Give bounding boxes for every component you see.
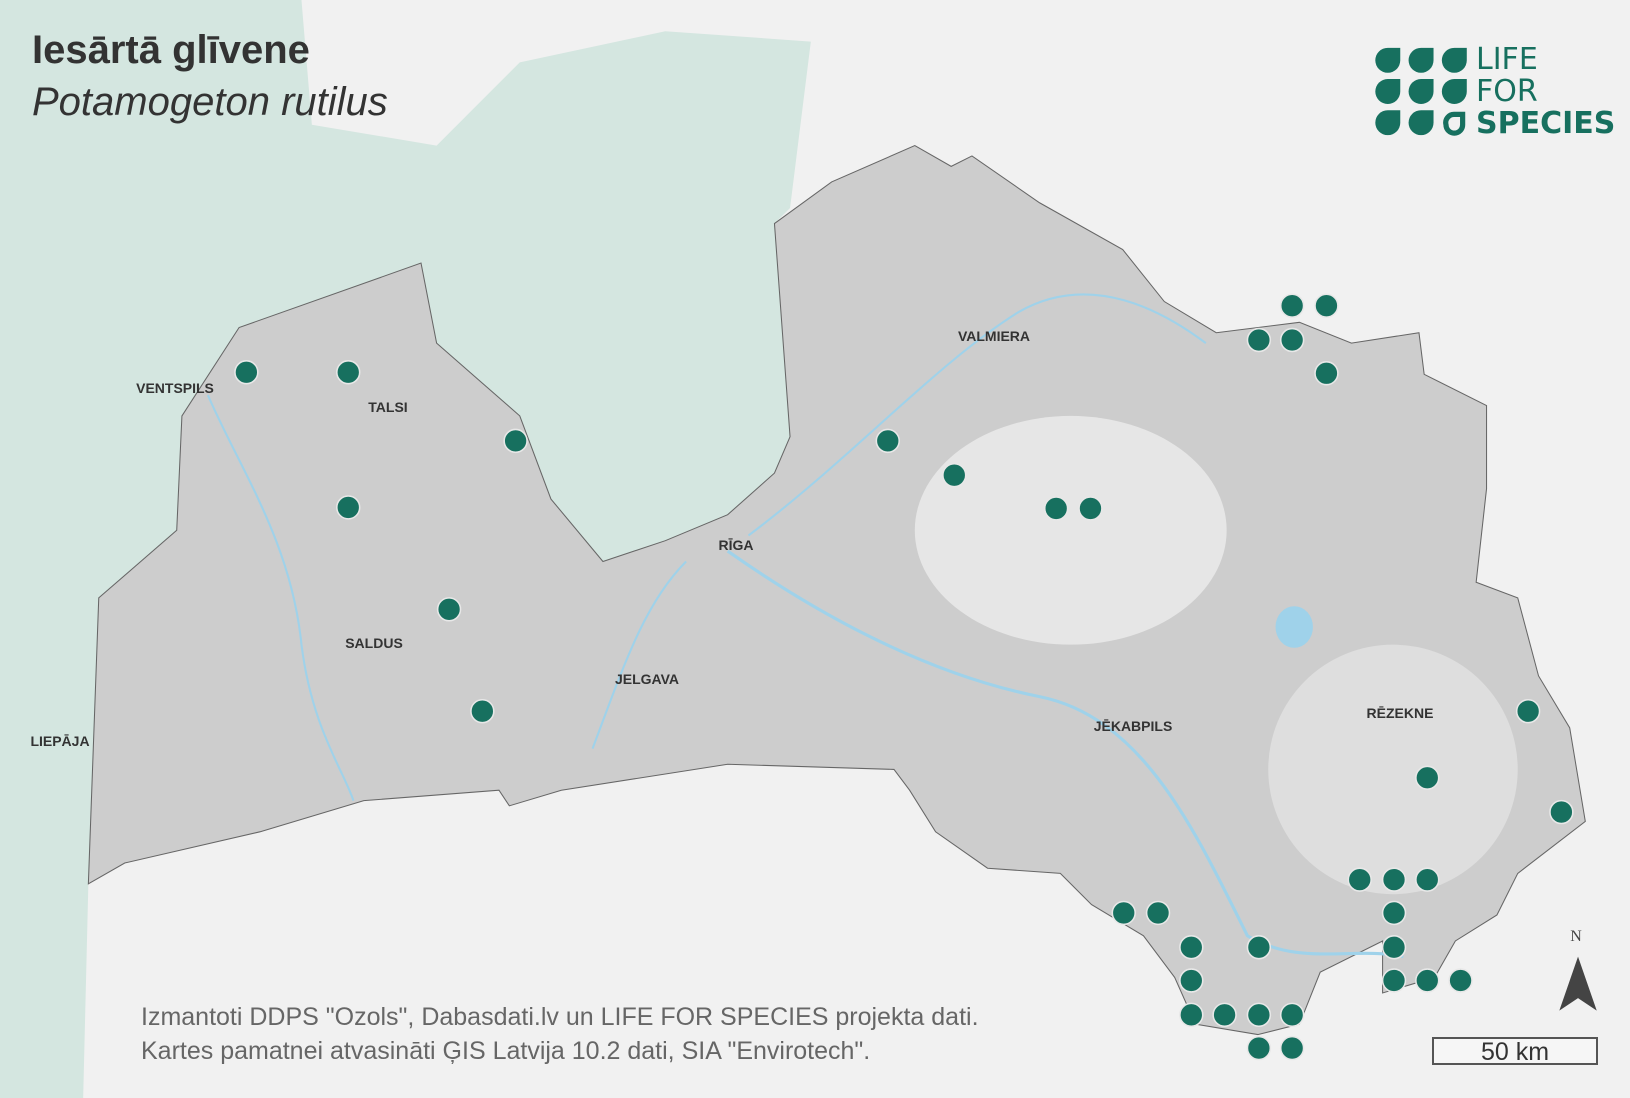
city-label-jekabpils: JĒKABPILS [1093,718,1173,734]
logo-drop-icon [1375,79,1401,104]
occurrence-point [336,495,361,520]
logo-drop-icon [1408,110,1434,136]
occurrence-point [1381,935,1407,960]
occurrence-point [1043,496,1069,521]
occurrence-point [1381,968,1407,993]
city-label-ventspils: VENTSPILS [136,380,214,396]
logo-line: LIFE [1476,42,1538,77]
river-lielupe [591,560,687,750]
occurrence-point [1145,900,1171,926]
map-title: Iesārtā glīvene [32,28,310,72]
occurrence-point [1212,1002,1237,1028]
city-label-talsi: TALSI [368,399,408,415]
credits-line: Kartes pamatnei atvasināti ĢIS Latvija 1… [141,1037,871,1065]
occurrence-point [1415,968,1440,993]
north-arrow-icon [1559,956,1597,1011]
occurrence-point [1549,799,1574,825]
occurrence-point [1279,1035,1305,1061]
scale-bar: 50 km [1432,1037,1598,1065]
occurrence-point [1448,968,1473,993]
occurrence-point [875,428,900,454]
occurrence-point [1246,1002,1272,1028]
logo-text: LIFE FOR SPECIES [1476,44,1615,140]
occurrence-point [436,597,462,622]
logo-drops [1375,47,1467,136]
occurrence-point [1279,293,1305,318]
occurrence-point [503,428,528,454]
occurrence-point [1279,1002,1305,1028]
lake [1275,606,1313,648]
logo-drop-icon [1443,111,1466,136]
occurrence-point [1347,867,1372,892]
credits-line: Izmantoti DDPS "Ozols", Dabasdati.lv un … [141,1003,979,1031]
occurrence-point [1381,900,1407,926]
city-label-liepaja: LIEPĀJA [30,733,90,749]
sea [0,0,811,1098]
occurrence-point [1415,765,1440,790]
occurrence-point [1179,1002,1204,1028]
city-label-riga: RĪGA [718,537,754,553]
logo-drop-icon [1375,110,1401,136]
latvia-outline [87,144,1586,1036]
occurrence-point [1279,327,1305,353]
logo-line: FOR [1476,74,1538,109]
logo-drop-icon [1441,79,1467,104]
logo-line: SPECIES [1476,106,1616,141]
occurrence-point [942,462,967,488]
occurrence-point [1381,867,1407,892]
city-label-saldus: SALDUS [345,635,403,651]
credits: Izmantoti DDPS "Ozols", Dabasdati.lv un … [141,1000,979,1068]
upland-light [1268,644,1518,895]
occurrence-point [1179,968,1204,993]
city-label-valmiera: VALMIERA [957,328,1031,344]
city-label-jelgava: JELGAVA [614,671,680,687]
occurrence-point [1246,935,1272,960]
occurrence-point [1078,496,1103,521]
river-gauja [747,293,1207,537]
occurrence-point [1111,900,1136,926]
occurrence-point [1246,1035,1272,1061]
occurrence-point [234,360,259,385]
river-daugava [726,549,1404,959]
north-label: N [1570,928,1582,945]
city-label-rezekne: RĒZEKNE [1366,705,1434,721]
logo-drop-icon [1408,79,1434,104]
occurrence-point [1246,327,1272,353]
logo-drop-icon [1408,47,1434,73]
logo-drop-icon [1375,47,1401,73]
occurrence-point [1179,935,1204,960]
occurrence-point [1415,867,1440,892]
river-venta [206,394,355,801]
occurrence-point [1515,698,1541,724]
logo-drop-icon [1441,47,1467,73]
occurrence-point [1314,361,1339,386]
north-arrow: N [1556,928,1596,946]
upland-light [914,415,1227,645]
occurrence-points [234,293,1574,1061]
life-for-species-logo: LIFE FOR SPECIES [1374,44,1615,140]
occurrence-point [470,698,495,724]
occurrence-point [336,360,361,385]
map-subtitle: Potamogeton rutilus [32,80,388,124]
occurrence-point [1314,293,1339,318]
